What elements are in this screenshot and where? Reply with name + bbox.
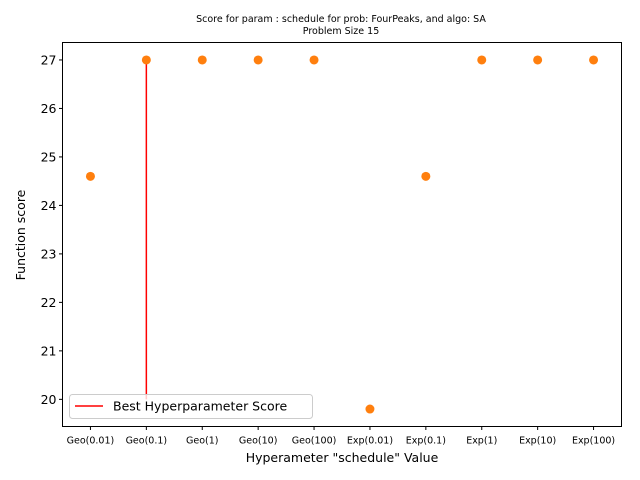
y-tick-label: 21 bbox=[41, 343, 57, 358]
y-tick-label: 27 bbox=[41, 52, 57, 67]
data-point bbox=[309, 55, 319, 65]
x-tick-label: Exp(0.1) bbox=[406, 436, 446, 447]
data-point bbox=[365, 404, 375, 414]
legend-box bbox=[69, 394, 313, 419]
data-point bbox=[533, 55, 543, 65]
data-point bbox=[589, 55, 599, 65]
x-tick-label: Geo(10) bbox=[239, 436, 278, 447]
x-tick-label: Exp(1) bbox=[466, 436, 497, 447]
y-tick-label: 24 bbox=[41, 198, 57, 213]
y-tick-label: 20 bbox=[41, 392, 57, 407]
data-point bbox=[85, 171, 95, 181]
chart-title-line-1: Score for param : schedule for prob: Fou… bbox=[196, 14, 486, 25]
chart-title-line-2: Problem Size 15 bbox=[303, 26, 379, 37]
y-axis-label: Function score bbox=[13, 189, 28, 280]
legend: Best Hyperparameter Score bbox=[69, 394, 313, 419]
data-point bbox=[421, 171, 431, 181]
x-tick-label: Exp(0.01) bbox=[347, 436, 393, 447]
data-point bbox=[141, 55, 151, 65]
axes-frame bbox=[62, 42, 622, 427]
data-point bbox=[477, 55, 487, 65]
x-tick-label: Geo(100) bbox=[292, 436, 337, 447]
data-point bbox=[197, 55, 207, 65]
x-tick-label: Geo(0.1) bbox=[126, 436, 168, 447]
x-tick-label: Geo(1) bbox=[186, 436, 218, 447]
x-tick-label: Exp(100) bbox=[572, 436, 615, 447]
x-tick-label: Exp(10) bbox=[519, 436, 556, 447]
plot-area: 20 21 22 23 24 25 26 27 Geo(0.01) Geo(0.1) Geo(1) G… bbox=[41, 52, 616, 446]
data-point bbox=[253, 55, 263, 65]
y-tick-label: 25 bbox=[41, 149, 57, 164]
x-tick-label: Geo(0.01) bbox=[67, 436, 115, 447]
x-axis-label: Hyperameter "schedule" Value bbox=[246, 450, 439, 465]
y-tick-label: 22 bbox=[41, 295, 57, 310]
legend-label: Best Hyperparameter Score bbox=[113, 399, 287, 414]
y-tick-label: 26 bbox=[41, 101, 57, 116]
y-tick-label: 23 bbox=[41, 246, 57, 261]
